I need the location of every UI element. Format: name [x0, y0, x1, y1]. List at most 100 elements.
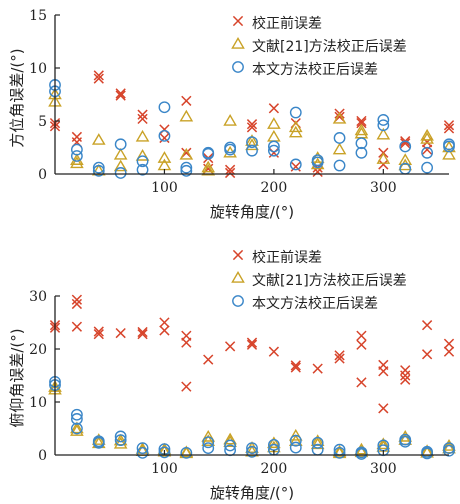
elevation-point-before [356, 330, 367, 341]
elevation-point-before [268, 346, 280, 357]
elevation-point-before [334, 350, 345, 361]
elevation-legend-label-proposed: 本文方法校正后误差 [252, 295, 378, 312]
azimuth-point-proposed [224, 143, 237, 156]
elevation-point-before [378, 366, 389, 377]
azimuth-point-proposed [246, 136, 258, 149]
elevation-point-proposed [289, 441, 302, 454]
elevation-y-tick-label: 20 [29, 342, 47, 358]
elevation-point-before [334, 353, 345, 364]
elevation-point-literature [245, 444, 259, 457]
azimuth-point-proposed [202, 147, 215, 160]
azimuth-point-literature [420, 128, 434, 141]
azimuth-point-literature [245, 138, 259, 151]
azimuth-point-before [268, 103, 280, 114]
elevation-x-tick-label: 300 [370, 461, 397, 477]
elevation-x-tick-label: 200 [261, 461, 288, 477]
elevation-point-before [421, 349, 433, 360]
azimuth-point-proposed [70, 150, 83, 162]
azimuth-point-before [71, 131, 83, 143]
elevation-point-before [137, 329, 148, 340]
elevation-point-before [181, 381, 192, 392]
azimuth-point-before [268, 147, 280, 158]
elevation-point-before [159, 317, 170, 328]
elevation-point-before [290, 362, 301, 373]
azimuth-point-before [115, 90, 126, 101]
azimuth-point-before [378, 159, 389, 170]
azimuth-point-literature [310, 157, 325, 170]
elevation-point-proposed [246, 442, 258, 455]
azimuth-y-tick-label: 15 [29, 8, 47, 24]
azimuth-point-literature [70, 156, 84, 169]
azimuth-point-proposed [355, 137, 368, 150]
azimuth-x-tick-label: 100 [151, 180, 178, 196]
elevation-point-before [356, 339, 367, 350]
elevation-point-proposed [70, 413, 83, 425]
elevation-point-before [246, 339, 258, 350]
azimuth-point-before [356, 115, 367, 127]
azimuth-x-axis-label: 旋转角度/(°) [210, 203, 294, 221]
azimuth-point-literature [442, 147, 456, 160]
azimuth-point-before [443, 120, 455, 131]
azimuth-point-literature [91, 163, 106, 176]
elevation-chart: 100 200 300 0 10 20 30 旋转角度/(°) 俯仰角误差/(°) 校正前误… [8, 249, 456, 502]
azimuth-point-proposed [114, 138, 127, 151]
elevation-y-tick-label: 30 [29, 289, 47, 305]
elevation-point-literature [223, 432, 237, 445]
azimuth-point-literature [157, 158, 172, 171]
azimuth-point-literature [135, 148, 150, 161]
azimuth-point-proposed [421, 161, 434, 174]
azimuth-point-proposed [158, 101, 171, 114]
elevation-point-before [400, 370, 411, 381]
azimuth-point-before [443, 123, 455, 134]
elevation-x-axis-label: 旋转角度/(°) [210, 484, 294, 502]
elevation-point-literature [91, 433, 106, 445]
azimuth-point-literature [201, 163, 216, 176]
azimuth-point-proposed [355, 146, 368, 159]
elevation-legend-symbol-literature [231, 271, 245, 283]
azimuth-x-tick-label: 200 [261, 180, 288, 196]
elevation-point-before [181, 337, 192, 348]
elevation-point-proposed [92, 436, 105, 449]
azimuth-point-proposed [377, 114, 390, 126]
elevation-point-literature [310, 434, 325, 446]
elevation-y-tick-label: 10 [29, 395, 47, 411]
elevation-point-proposed [180, 446, 193, 459]
azimuth-point-literature [332, 111, 347, 124]
azimuth-x-tick-label: 300 [370, 180, 397, 196]
azimuth-point-before [137, 113, 148, 125]
elevation-point-proposed [443, 444, 455, 457]
azimuth-point-proposed [92, 164, 105, 177]
elevation-point-proposed [355, 448, 368, 460]
elevation-x-tick-label: 100 [151, 461, 178, 477]
azimuth-chart: 100 200 300 0 5 10 15 旋转角度/(°) 方位角误差/(°) 校正前误差… [8, 8, 456, 221]
azimuth-point-proposed [246, 144, 258, 157]
elevation-point-before [290, 360, 301, 371]
azimuth-point-literature [267, 129, 281, 142]
elevation-point-proposed [70, 408, 83, 421]
elevation-point-before [443, 338, 455, 349]
azimuth-legend-symbol-literature [231, 37, 245, 49]
elevation-point-literature [267, 436, 281, 449]
azimuth-point-literature [179, 147, 194, 160]
elevation-point-proposed [136, 446, 149, 459]
azimuth-ticks: 100 200 300 0 5 10 15 [29, 8, 397, 196]
azimuth-point-before [115, 88, 126, 99]
azimuth-point-proposed [377, 119, 390, 132]
azimuth-point-before [181, 95, 192, 106]
azimuth-legend-label-literature: 文献[21]方法校正后误差 [252, 38, 407, 55]
azimuth-point-proposed [289, 106, 302, 119]
elevation-point-before [159, 325, 170, 336]
azimuth-point-proposed [70, 143, 83, 156]
elevation-point-before [246, 337, 258, 348]
azimuth-point-before [421, 144, 433, 155]
elevation-point-before [421, 320, 433, 331]
azimuth-point-literature [354, 123, 369, 136]
elevation-point-literature [201, 429, 216, 442]
azimuth-point-proposed [180, 161, 193, 174]
elevation-ticks: 100 200 300 0 10 20 30 [29, 289, 397, 477]
elevation-marks [48, 294, 456, 460]
azimuth-point-before [224, 164, 236, 175]
elevation-point-literature [398, 429, 413, 442]
azimuth-y-tick-label: 5 [38, 114, 47, 130]
elevation-point-before [443, 346, 455, 357]
